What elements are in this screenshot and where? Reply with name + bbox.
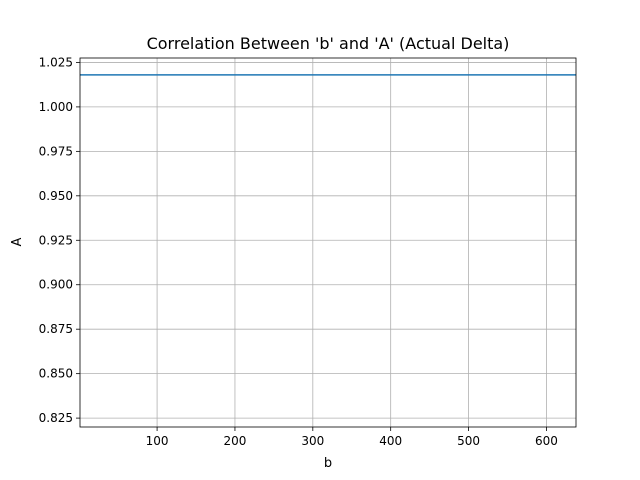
x-tick-label: 200 [223, 434, 246, 448]
x-tick-label: 600 [535, 434, 558, 448]
y-tick-label: 0.950 [39, 189, 73, 203]
x-tick-label: 100 [146, 434, 169, 448]
y-tick-label: 1.025 [39, 55, 73, 69]
y-tick-label: 0.850 [39, 367, 73, 381]
x-tick-label: 300 [301, 434, 324, 448]
y-tick-label: 0.900 [39, 278, 73, 292]
x-axis-ticks: 100 200 300 400 500 600 [146, 427, 558, 448]
grid [80, 58, 576, 427]
x-tick-label: 500 [457, 434, 480, 448]
x-tick-label: 400 [379, 434, 402, 448]
y-tick-label: 0.825 [39, 411, 73, 425]
chart-title: Correlation Between 'b' and 'A' (Actual … [147, 34, 510, 53]
x-axis-label: b [324, 456, 332, 471]
y-tick-label: 0.975 [39, 144, 73, 158]
y-axis-ticks: 0.825 0.850 0.875 0.900 0.925 0.950 0.975 1.000… [39, 55, 80, 425]
plot-frame [79, 57, 577, 428]
y-tick-label: 0.925 [39, 233, 73, 247]
y-tick-label: 1.000 [39, 100, 73, 114]
y-axis-label: A [10, 237, 25, 246]
y-tick-label: 0.875 [39, 322, 73, 336]
